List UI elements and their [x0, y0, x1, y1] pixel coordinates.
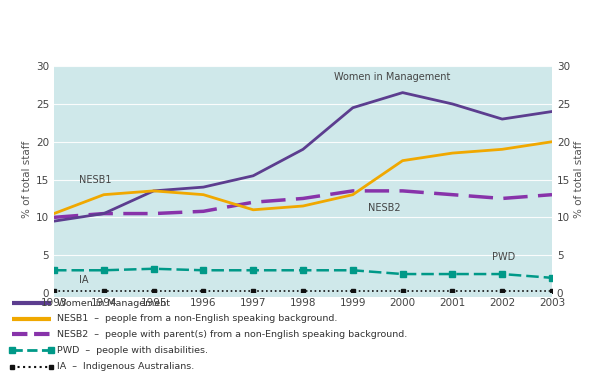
Y-axis label: % of total staff: % of total staff — [574, 141, 584, 218]
Y-axis label: % of total staff: % of total staff — [22, 141, 32, 218]
Text: Women in Management: Women in Management — [334, 72, 451, 82]
Text: NESB1  –  people from a non-English speaking background.: NESB1 – people from a non-English speaki… — [57, 314, 337, 323]
Text: NESB2  –  people with parent(s) from a non-English speaking background.: NESB2 – people with parent(s) from a non… — [57, 330, 407, 339]
Text: Women in Management: Women in Management — [57, 299, 170, 308]
Text: Diversity Profile: 1993 to 2003: Diversity Profile: 1993 to 2003 — [9, 17, 320, 36]
Text: As at 30 June: As at 30 June — [9, 46, 83, 56]
Text: NESB1: NESB1 — [79, 175, 112, 185]
Text: IA: IA — [79, 275, 88, 285]
Text: NESB2: NESB2 — [368, 203, 400, 213]
Text: PWD  –  people with disabilities.: PWD – people with disabilities. — [57, 346, 208, 355]
Text: IA  –  Indigenous Australians.: IA – Indigenous Australians. — [57, 362, 194, 371]
Text: PWD: PWD — [492, 253, 515, 262]
